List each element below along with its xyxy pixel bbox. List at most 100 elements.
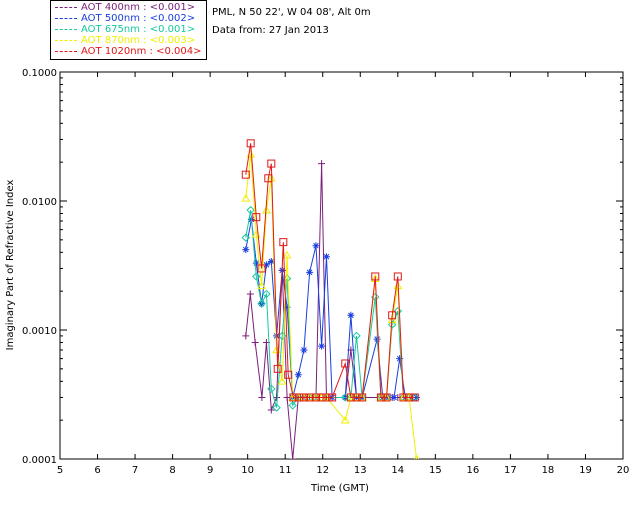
data-point (318, 342, 326, 350)
data-point (295, 393, 304, 402)
series-1 (242, 160, 417, 459)
x-axis-label: Time (GMT) (310, 483, 369, 494)
data-point (358, 393, 367, 402)
legend-entry: AOT 675nm : <0.001> (55, 24, 195, 35)
data-point (371, 272, 380, 281)
data-point (284, 370, 293, 379)
legend-swatch (55, 50, 77, 52)
legend-swatch (55, 17, 77, 19)
data-point (352, 393, 361, 402)
series-line (245, 219, 417, 398)
x-tick-label: 17 (504, 465, 517, 476)
data-point (289, 455, 297, 459)
data-point (241, 193, 251, 202)
data-point (267, 406, 275, 414)
data-point (262, 261, 270, 269)
y-tick-label: 0.0100 (22, 197, 57, 208)
legend-label: AOT 500nm : <0.002> (81, 13, 196, 24)
data-point (252, 259, 260, 267)
data-point (322, 253, 330, 261)
x-tick-label: 10 (241, 465, 254, 476)
data-point (246, 290, 254, 298)
x-tick-label: 15 (429, 465, 442, 476)
legend-label: AOT 1020nm : <0.004> (81, 46, 202, 57)
x-tick-label: 7 (132, 465, 138, 476)
legend-entry: AOT 500nm : <0.002> (55, 13, 195, 24)
data-point (399, 393, 408, 402)
legend-entry: AOT 400nm : <0.001> (55, 2, 195, 13)
data-point (242, 246, 250, 254)
data-point (340, 415, 350, 424)
data-point (299, 393, 308, 402)
data-point (272, 403, 281, 412)
data-point (279, 238, 288, 247)
data-point (346, 393, 355, 402)
data-point (289, 393, 298, 402)
y-tick-label: 0.1000 (22, 68, 57, 79)
data-point (267, 384, 276, 394)
y-tick-label: 0.0001 (22, 455, 57, 466)
data-point (257, 299, 266, 308)
data-point (388, 311, 397, 320)
y-tick-label: 0.0010 (22, 326, 57, 337)
data-point (322, 393, 331, 402)
data-point (246, 139, 255, 148)
x-tick-label: 12 (316, 465, 329, 476)
data-point (382, 393, 391, 402)
data-point (257, 281, 266, 290)
plot-area (59, 71, 624, 460)
data-point (341, 359, 350, 368)
data-point (264, 174, 273, 183)
x-tick-label: 14 (391, 465, 404, 476)
series-line (245, 163, 413, 459)
data-point (300, 346, 308, 354)
data-point (317, 393, 326, 402)
data-point (311, 393, 320, 402)
data-point (283, 303, 291, 311)
data-point (262, 205, 271, 214)
data-point (258, 393, 266, 401)
x-tick-label: 5 (57, 465, 63, 476)
data-point (405, 393, 414, 402)
x-tick-label: 9 (207, 465, 213, 476)
data-point (282, 250, 292, 259)
x-tick-label: 13 (354, 465, 367, 476)
site-info: PML, N 50 22', W 04 08', Alt 0m (212, 7, 371, 18)
legend: AOT 400nm : <0.001> AOT 500nm : <0.002> AO… (50, 0, 207, 60)
data-point (312, 242, 320, 250)
series-5 (241, 139, 419, 402)
legend-label: AOT 675nm : <0.001> (81, 24, 196, 35)
data-point (318, 160, 326, 168)
data-point (294, 371, 302, 379)
data-point (262, 289, 271, 299)
x-tick-label: 19 (579, 465, 592, 476)
plot-frame (59, 71, 624, 460)
data-point (305, 393, 314, 402)
data-point (410, 393, 419, 402)
y-axis-label: Imaginary Part of Refractive Index (5, 180, 16, 351)
legend-label: AOT 870nm : <0.003> (81, 35, 196, 46)
data-point (393, 272, 402, 281)
data-point (277, 331, 287, 341)
legend-entry: AOT 1020nm : <0.004> (55, 46, 201, 57)
series-line (245, 143, 415, 398)
data-point (252, 272, 261, 281)
data-point (347, 311, 355, 319)
data-point (241, 170, 250, 179)
data-point (267, 159, 276, 168)
data-point (393, 306, 403, 316)
date-info: Data from: 27 Jan 2013 (212, 25, 329, 36)
data-point (396, 355, 404, 363)
data-point (251, 339, 259, 347)
data-point (257, 264, 266, 273)
x-tick-label: 8 (169, 465, 175, 476)
data-point (328, 393, 337, 402)
series-3 (241, 205, 419, 412)
data-point (241, 233, 250, 242)
legend-label: AOT 400nm : <0.001> (81, 2, 196, 13)
axis-ticks: 5 6 7 8 9 10 11 12 13 14 15 16 17 18 19 20 0.0001 0.0010 0… (22, 68, 629, 476)
data-point (414, 454, 420, 459)
data-point (273, 364, 282, 373)
series-line (245, 210, 415, 408)
